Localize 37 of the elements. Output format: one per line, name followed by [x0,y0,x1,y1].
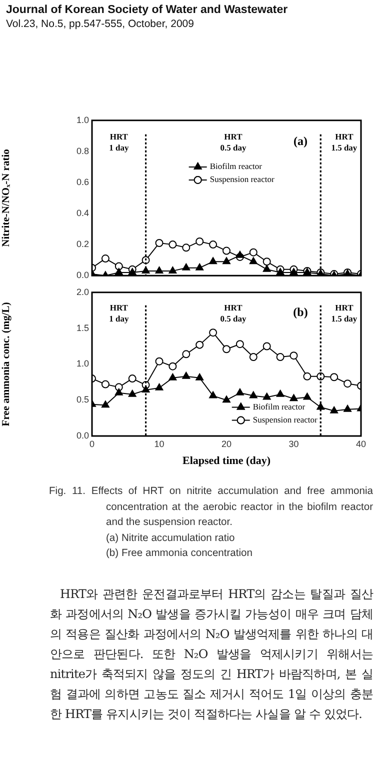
y-tick-label: 1.0 [76,114,89,125]
x-tick-label: 20 [221,438,232,449]
legend-label: Biofilm reactor [210,161,262,172]
text: HRT와 관련한 운전결과로부터 HRT의 감소는 탈질과 질산화 과정에서의 N₂O 발생을 증가시킬 가능성이 매우 크며 담체의 적용은 질산화 과정에서의 N₂O 발생억제를 위한 하나의 대안으로 판단된다. 또한 N₂O 발생을 억제시키기 위해서는 nitrite가 축적되지 않을 정도의 긴 HRT가 바람직하며, 본 실험 결과에 의하면 고농도 질소 제거시 적어도 1일 이상의 충분한 HRT를 유지시키는 것이 적절하다는 사실을 알 수 있었다. [50,586,373,722]
y-tick-label: 2.0 [76,286,89,297]
annotation: HRT 1.5 day [331,302,358,324]
x-tick-label: 0 [89,438,95,449]
legend-label: Suspension reactor [210,174,274,184]
y-tick-label: 1.0 [76,358,89,369]
text: (a) Nitrite accumulation ratio [106,532,236,546]
y-tick-label: 0.0 [76,270,89,280]
text: (b) Free ammonia concentration [106,547,254,561]
legend-label: Suspension reactor [252,414,318,425]
x-axis-title: Elapsed time (day) [182,455,271,468]
y-axis-title: Nitrite-N/NOₓ-N ratio [1,149,12,247]
text: Vol.23, No.5, pp.547-555, October, 2009 [6,17,195,31]
annotation: (b) [293,304,308,319]
text: Journal of Korean Society of Water and Wastewater [6,3,288,17]
annotation: HRT 0.5 day [220,131,247,152]
y-tick-label: 1.5 [76,322,89,333]
y-tick-label: 0.0 [76,430,89,440]
y-tick-label: 0.8 [76,146,89,156]
annotation: HRT 0.5 day [220,302,247,324]
legend-label: Biofilm reactor [252,402,306,412]
annotation: HRT 1 day [109,302,130,324]
y-axis-title: Free ammonia conc. (mg/L) [1,302,12,426]
y-tick-label: 0.2 [76,239,89,250]
x-tick-label: 40 [356,438,366,449]
y-tick-label: 0.5 [76,394,89,405]
x-tick-label: 10 [154,438,164,449]
annotation: HRT 1 day [109,131,130,152]
annotation: HRT 1.5 day [331,131,358,152]
caption: Fig. 11. Effects of HRT on nitrite accumulation and free ammonia concentration at the aerobic reactor in the biofilm reactor and the suspension reactor. [49,485,373,530]
x-tick-label: 30 [288,438,299,449]
annotation: (a) [293,134,308,148]
y-tick-label: 0.6 [76,176,89,187]
y-tick-label: 0.4 [76,208,89,218]
